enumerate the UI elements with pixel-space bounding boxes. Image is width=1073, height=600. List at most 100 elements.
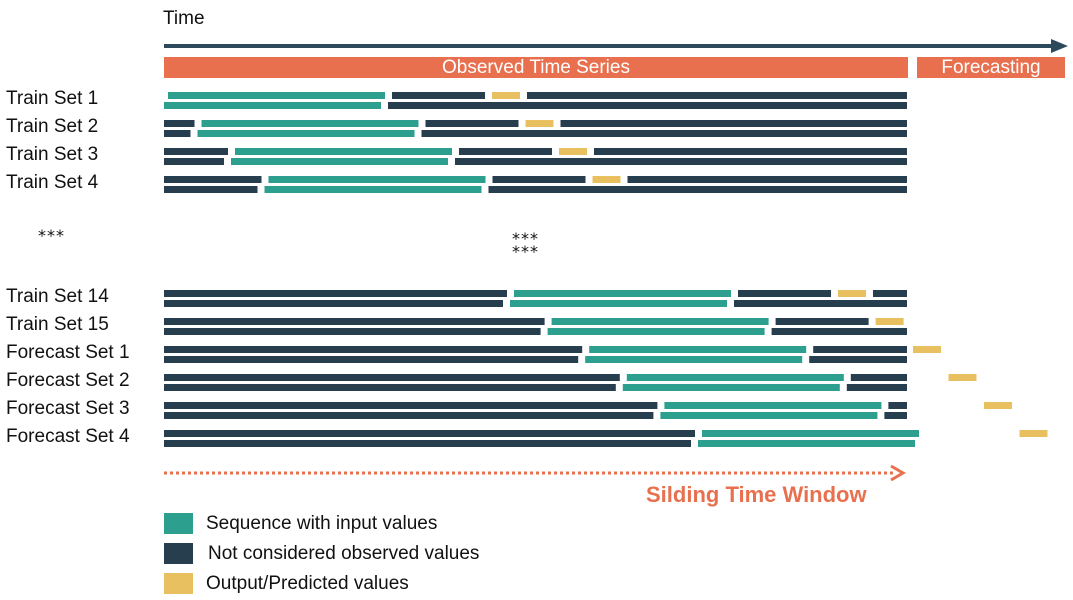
legend-label-output: Output/Predicted values bbox=[206, 573, 409, 594]
output-bar bbox=[559, 148, 587, 155]
not-considered-bar bbox=[164, 412, 654, 419]
input-bar bbox=[547, 328, 765, 335]
input-bar bbox=[264, 186, 482, 193]
legend-label-not-considered: Not considered observed values bbox=[208, 543, 480, 564]
not-considered-bar bbox=[560, 120, 907, 127]
input-bar bbox=[510, 300, 727, 307]
not-considered-bar bbox=[164, 158, 224, 165]
not-considered-bar bbox=[492, 176, 586, 183]
output-bar bbox=[525, 120, 554, 127]
not-considered-bar bbox=[459, 148, 552, 155]
row-bars bbox=[164, 92, 1048, 447]
input-bar bbox=[268, 176, 486, 183]
row-label: Train Set 1 bbox=[6, 88, 99, 109]
row-label: Train Set 14 bbox=[6, 286, 109, 307]
sliding-window-label: Silding Time Window bbox=[646, 482, 867, 507]
input-bar bbox=[622, 384, 840, 391]
time-axis-arrowhead bbox=[1051, 39, 1068, 53]
observed-series-header: Observed Time Series bbox=[164, 57, 908, 78]
not-considered-bar bbox=[813, 346, 907, 353]
rows-ellipsis-center-2: *** bbox=[512, 242, 539, 261]
output-bar bbox=[1019, 430, 1048, 437]
not-considered-bar bbox=[164, 120, 195, 127]
not-considered-bar bbox=[164, 290, 507, 297]
not-considered-bar bbox=[809, 356, 907, 363]
legend-swatch-not-considered bbox=[164, 543, 193, 564]
not-considered-bar bbox=[164, 148, 228, 155]
input-bar bbox=[698, 440, 915, 447]
input-bar bbox=[551, 318, 769, 325]
not-considered-bar bbox=[164, 318, 545, 325]
not-considered-bar bbox=[888, 402, 907, 409]
input-bar bbox=[164, 102, 381, 109]
row-label: Train Set 3 bbox=[6, 144, 99, 165]
output-bar bbox=[592, 176, 621, 183]
not-considered-bar bbox=[164, 374, 620, 381]
row-label: Train Set 4 bbox=[6, 172, 99, 193]
not-considered-bar bbox=[850, 374, 907, 381]
not-considered-bar bbox=[594, 148, 907, 155]
output-bar bbox=[875, 318, 904, 325]
not-considered-bar bbox=[164, 430, 695, 437]
input-bar bbox=[235, 148, 452, 155]
row-label: Forecast Set 4 bbox=[6, 426, 130, 447]
not-considered-bar bbox=[164, 176, 262, 183]
not-considered-bar bbox=[527, 92, 907, 99]
not-considered-bar bbox=[627, 176, 907, 183]
input-bar bbox=[585, 356, 803, 363]
not-considered-bar bbox=[164, 346, 583, 353]
not-considered-bar bbox=[164, 440, 691, 447]
input-bar bbox=[702, 430, 919, 437]
not-considered-bar bbox=[164, 384, 616, 391]
input-bar bbox=[660, 412, 878, 419]
not-considered-bar bbox=[884, 412, 907, 419]
not-considered-bar bbox=[388, 102, 907, 109]
input-bar bbox=[168, 92, 385, 99]
not-considered-bar bbox=[164, 300, 503, 307]
sliding-window-arrowhead bbox=[890, 464, 906, 482]
not-considered-bar bbox=[775, 318, 869, 325]
not-considered-bar bbox=[771, 328, 907, 335]
not-considered-bar bbox=[488, 186, 907, 193]
row-label: Forecast Set 1 bbox=[6, 342, 130, 363]
legend-label-input: Sequence with input values bbox=[206, 513, 438, 534]
legend-swatch-input bbox=[164, 513, 193, 534]
not-considered-bar bbox=[455, 158, 907, 165]
input-bar bbox=[197, 130, 415, 137]
rows-ellipsis-center-1: *** bbox=[512, 229, 539, 248]
sliding-window-arrow bbox=[164, 464, 906, 482]
forecasting-header: Forecasting bbox=[917, 57, 1065, 78]
not-considered-bar bbox=[392, 92, 485, 99]
rows-ellipsis-left: *** bbox=[38, 226, 65, 245]
not-considered-bar bbox=[164, 130, 191, 137]
not-considered-bar bbox=[734, 300, 907, 307]
output-bar bbox=[492, 92, 520, 99]
not-considered-bar bbox=[846, 384, 907, 391]
input-bar bbox=[514, 290, 731, 297]
row-label: Train Set 15 bbox=[6, 314, 109, 335]
input-bar bbox=[231, 158, 448, 165]
row-label: Forecast Set 2 bbox=[6, 370, 130, 391]
not-considered-bar bbox=[164, 186, 258, 193]
not-considered-bar bbox=[421, 130, 907, 137]
input-bar bbox=[626, 374, 844, 381]
not-considered-bar bbox=[873, 290, 907, 297]
row-label: Forecast Set 3 bbox=[6, 398, 130, 419]
output-bar bbox=[913, 346, 941, 353]
time-axis-arrow bbox=[164, 39, 1068, 53]
output-bar bbox=[984, 402, 1012, 409]
row-label: Train Set 2 bbox=[6, 116, 99, 137]
legend-swatch-output bbox=[164, 573, 193, 594]
not-considered-bar bbox=[164, 328, 541, 335]
time-axis-label: Time bbox=[163, 8, 205, 29]
not-considered-bar bbox=[164, 402, 658, 409]
not-considered-bar bbox=[425, 120, 519, 127]
input-bar bbox=[201, 120, 419, 127]
input-bar bbox=[664, 402, 882, 409]
output-bar bbox=[838, 290, 866, 297]
output-bar bbox=[948, 374, 977, 381]
not-considered-bar bbox=[738, 290, 831, 297]
not-considered-bar bbox=[164, 356, 579, 363]
input-bar bbox=[589, 346, 807, 353]
